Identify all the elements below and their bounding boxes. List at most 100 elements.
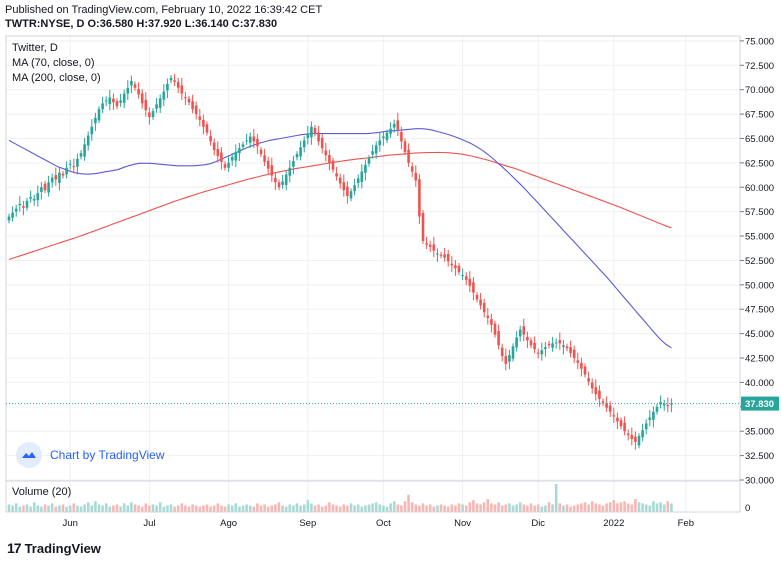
candle-body bbox=[511, 346, 515, 359]
candle-body bbox=[648, 417, 652, 420]
candle-body bbox=[353, 185, 356, 192]
volume-bar bbox=[518, 502, 522, 512]
candle-body bbox=[18, 203, 22, 206]
candle-body bbox=[421, 213, 425, 241]
volume-bar bbox=[22, 505, 25, 512]
volume-bar bbox=[40, 506, 43, 512]
y-tick-label: 57.500 bbox=[745, 207, 774, 218]
y-tick-label: 40.000 bbox=[745, 378, 774, 389]
volume-bar bbox=[209, 506, 212, 512]
candle-body bbox=[335, 173, 338, 177]
candle-body bbox=[666, 405, 670, 407]
volume-bar bbox=[274, 504, 277, 512]
last-price-label: 37.830 bbox=[745, 399, 774, 410]
candle-body bbox=[122, 93, 126, 103]
volume-bar bbox=[32, 502, 36, 512]
candle-body bbox=[367, 157, 371, 164]
volume-bar bbox=[353, 505, 356, 512]
volume-bar bbox=[324, 505, 328, 512]
candle-body bbox=[302, 140, 306, 148]
candle-body bbox=[331, 160, 335, 170]
volume-bar bbox=[580, 503, 583, 512]
candle-body bbox=[662, 403, 666, 406]
candle-body bbox=[644, 423, 648, 430]
candle-body bbox=[212, 142, 216, 151]
volume-bar bbox=[400, 505, 403, 512]
y-tick-label: 52.500 bbox=[745, 256, 774, 267]
volume-bar bbox=[68, 505, 72, 512]
candle-body bbox=[641, 430, 644, 438]
volume-bar bbox=[198, 506, 202, 512]
candle-body bbox=[29, 197, 32, 199]
volume-bar bbox=[497, 502, 500, 512]
candle-body bbox=[61, 173, 65, 176]
candle-body bbox=[137, 88, 140, 95]
volume-bar bbox=[202, 505, 205, 512]
volume-bar bbox=[598, 504, 601, 512]
candle-body bbox=[576, 360, 580, 363]
volume-bar bbox=[342, 504, 346, 512]
volume-bar bbox=[335, 505, 338, 512]
candle-body bbox=[155, 104, 158, 109]
candle-body bbox=[112, 98, 115, 103]
volume-bar bbox=[544, 505, 547, 512]
x-tick-label: 2022 bbox=[603, 518, 624, 529]
candle-body bbox=[475, 294, 479, 300]
volume-bar bbox=[576, 504, 580, 512]
volume-bar bbox=[396, 504, 400, 512]
volume-bar bbox=[338, 506, 342, 512]
volume-bar bbox=[331, 504, 335, 512]
footer-brand[interactable]: 17 TradingView bbox=[7, 540, 101, 556]
ma70-line-group bbox=[8, 128, 672, 349]
volume-bar bbox=[450, 504, 454, 512]
candle-body bbox=[389, 128, 392, 134]
candle-body bbox=[256, 139, 259, 147]
volume-bar bbox=[54, 506, 58, 512]
candle-body bbox=[526, 336, 529, 341]
tradingview-watermark[interactable]: Chart by TradingView bbox=[16, 442, 165, 468]
candle-body bbox=[558, 340, 562, 344]
volume-bar bbox=[601, 505, 605, 512]
candle-body bbox=[7, 216, 11, 221]
volume-bar bbox=[194, 505, 198, 512]
volume-bar bbox=[112, 505, 115, 512]
volume-bar bbox=[245, 504, 248, 512]
candle-body bbox=[22, 206, 25, 208]
candle-body bbox=[349, 191, 353, 199]
volume-bar bbox=[230, 505, 234, 512]
legend-volume: Volume (20) bbox=[12, 486, 71, 498]
candle-body bbox=[540, 350, 544, 355]
volume-bar bbox=[414, 504, 418, 512]
volume-bar bbox=[569, 506, 572, 512]
candle-body bbox=[25, 200, 29, 208]
volume-bar bbox=[310, 503, 313, 512]
candle-body bbox=[630, 435, 634, 440]
volume-bar bbox=[313, 505, 317, 512]
candle-body bbox=[216, 149, 220, 157]
volume-bar bbox=[227, 504, 230, 512]
volume-bar bbox=[655, 503, 659, 512]
candle-body bbox=[292, 160, 295, 167]
volume-bar bbox=[97, 504, 101, 512]
volume-bar bbox=[58, 505, 61, 512]
volume-bar bbox=[72, 503, 76, 512]
candle-body bbox=[425, 243, 428, 245]
volume-bar bbox=[540, 506, 544, 512]
volume-bar bbox=[526, 505, 529, 512]
volume-bar bbox=[14, 503, 18, 512]
candle-body bbox=[346, 186, 349, 197]
volume-bar bbox=[94, 501, 97, 512]
volume-bar bbox=[378, 504, 382, 512]
volume-bar bbox=[11, 505, 14, 512]
volume-bar bbox=[65, 506, 68, 512]
candle-body bbox=[392, 123, 396, 128]
volume-bar bbox=[18, 506, 22, 512]
candle-body bbox=[317, 132, 320, 142]
y-tick-label: 75.000 bbox=[745, 36, 774, 47]
candle-body bbox=[47, 182, 50, 193]
candle-body bbox=[144, 99, 148, 111]
volume-bar bbox=[155, 505, 158, 512]
candle-body bbox=[590, 382, 594, 389]
volume-bar bbox=[500, 505, 504, 512]
